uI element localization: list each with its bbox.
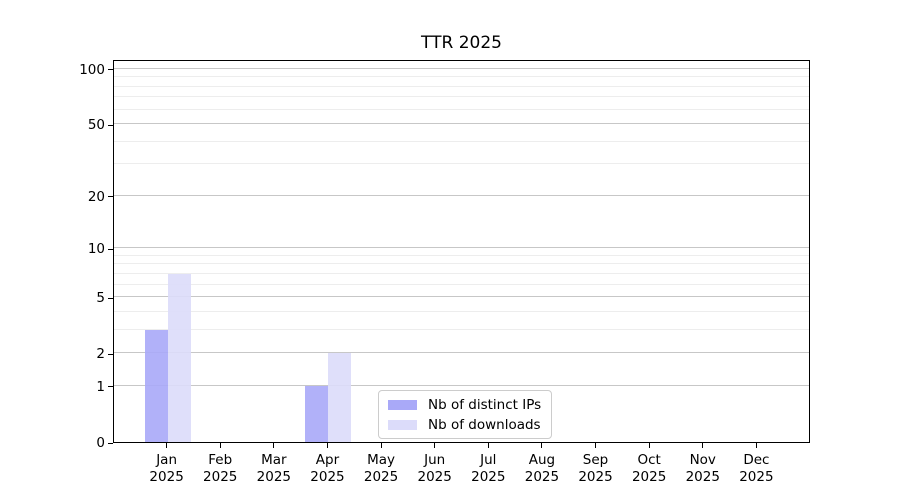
x-tick-aug — [541, 443, 543, 448]
y-tick-5 — [108, 297, 113, 299]
legend-row-downloads: Nb of downloads — [388, 416, 541, 433]
gridline-major-y-50 — [114, 123, 809, 125]
x-tick-label-oct: Oct 2025 — [617, 452, 681, 486]
y-tick-2 — [108, 353, 113, 355]
legend-label-downloads: Nb of downloads — [428, 416, 541, 433]
gridline-major-y-2 — [114, 352, 809, 354]
x-tick-feb — [219, 443, 221, 448]
chart-title: TTR 2025 — [421, 33, 502, 53]
x-tick-month: Nov — [689, 452, 716, 468]
x-tick-year: 2025 — [524, 469, 560, 485]
x-tick-label-apr: Apr 2025 — [295, 452, 359, 486]
x-tick-label-may: May 2025 — [349, 452, 413, 486]
x-tick-year: 2025 — [578, 469, 613, 485]
y-tick-label-50: 50 — [87, 117, 105, 134]
gridline-minor-y-6 — [114, 283, 809, 285]
x-tick-sep — [595, 443, 597, 448]
x-tick-label-nov: Nov 2025 — [671, 452, 735, 486]
x-tick-year: 2025 — [631, 469, 667, 485]
gridline-minor-y-4 — [114, 310, 809, 312]
x-tick-year: 2025 — [149, 469, 184, 485]
bar-downloads-jan — [167, 273, 191, 442]
gridline-minor-y-80 — [114, 85, 809, 87]
gridline-major-y-5 — [114, 296, 809, 298]
x-tick-oct — [648, 443, 650, 448]
bar-distinct-ips-jan — [144, 329, 168, 442]
x-tick-label-dec: Dec 2025 — [724, 452, 788, 486]
gridline-minor-y-90 — [114, 76, 809, 78]
y-tick-label-20: 20 — [87, 188, 105, 205]
x-tick-may — [380, 443, 382, 448]
gridline-minor-y-9 — [114, 254, 809, 256]
x-tick-mar — [273, 443, 275, 448]
gridline-minor-y-7 — [114, 272, 809, 274]
x-tick-month: Apr — [315, 452, 340, 468]
y-tick-label-10: 10 — [87, 241, 105, 258]
x-tick-apr — [326, 443, 328, 448]
x-tick-year: 2025 — [203, 469, 238, 485]
gridline-minor-y-70 — [114, 96, 809, 98]
x-tick-label-jun: Jun 2025 — [403, 452, 467, 486]
x-tick-label-jul: Jul 2025 — [456, 452, 520, 486]
x-tick-month: Mar — [261, 452, 287, 468]
legend: Nb of distinct IPs Nb of downloads — [378, 390, 553, 439]
x-tick-nov — [702, 443, 704, 448]
x-tick-month: Jun — [424, 452, 446, 468]
gridline-minor-y-30 — [114, 163, 809, 165]
x-tick-jul — [487, 443, 489, 448]
x-tick-month: Dec — [743, 452, 770, 468]
x-tick-jun — [434, 443, 436, 448]
y-tick-1 — [108, 386, 113, 388]
x-tick-month: Jul — [480, 452, 497, 468]
legend-swatch-distinct-ips — [388, 399, 417, 410]
x-tick-month: Feb — [208, 452, 233, 468]
x-tick-label-jan: Jan 2025 — [135, 452, 199, 486]
legend-label-distinct-ips: Nb of distinct IPs — [428, 396, 542, 413]
x-tick-dec — [755, 443, 757, 448]
gridline-major-y-1 — [114, 384, 809, 386]
bar-downloads-apr — [328, 353, 352, 442]
y-tick-label-100: 100 — [79, 61, 105, 78]
x-tick-year: 2025 — [471, 469, 506, 485]
gridline-major-y-10 — [114, 247, 809, 249]
y-tick-10 — [108, 248, 113, 250]
y-tick-label-1: 1 — [96, 378, 105, 395]
y-tick-50 — [108, 124, 113, 126]
x-tick-month: Oct — [637, 452, 661, 468]
x-tick-month: May — [367, 452, 396, 468]
x-tick-year: 2025 — [739, 469, 774, 485]
y-tick-label-2: 2 — [96, 346, 105, 363]
x-tick-month: Aug — [528, 452, 556, 468]
y-tick-100 — [108, 69, 113, 71]
x-tick-label-feb: Feb 2025 — [188, 452, 252, 486]
x-tick-year: 2025 — [363, 469, 399, 485]
x-tick-month: Jan — [156, 452, 178, 468]
legend-row-distinct-ips: Nb of distinct IPs — [388, 396, 541, 413]
gridline-minor-y-60 — [114, 108, 809, 110]
gridline-minor-y-8 — [114, 263, 809, 265]
y-tick-label-5: 5 — [96, 290, 105, 307]
x-tick-label-mar: Mar 2025 — [242, 452, 306, 486]
x-tick-year: 2025 — [256, 469, 292, 485]
x-tick-year: 2025 — [685, 469, 720, 485]
x-tick-month: Sep — [582, 452, 609, 468]
bar-distinct-ips-apr — [305, 385, 329, 442]
gridline-major-y-100 — [114, 68, 809, 69]
gridline-minor-y-40 — [114, 140, 809, 142]
y-tick-20 — [108, 196, 113, 198]
y-tick-0 — [108, 442, 113, 444]
x-tick-label-sep: Sep 2025 — [564, 452, 628, 486]
x-tick-label-aug: Aug 2025 — [510, 452, 574, 486]
gridline-major-y-20 — [114, 194, 809, 196]
plot-area — [113, 60, 810, 443]
x-tick-year: 2025 — [310, 469, 345, 485]
y-tick-label-0: 0 — [96, 435, 105, 451]
gridline-minor-y-3 — [114, 328, 809, 330]
legend-swatch-downloads — [388, 419, 417, 430]
x-tick-year: 2025 — [417, 469, 452, 485]
x-tick-jan — [166, 443, 168, 448]
